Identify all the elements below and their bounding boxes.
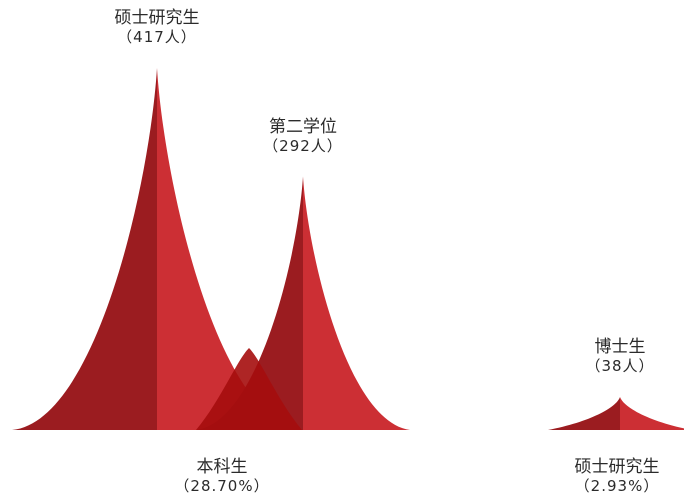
group-share-undergraduate: （28.70%） <box>174 477 270 496</box>
peak-master <box>12 68 302 430</box>
group-name-master: 硕士研究生 <box>574 457 660 477</box>
peak-value-second-degree: （292人） <box>263 136 343 155</box>
peak-name-doctoral: 博士生 <box>594 337 646 357</box>
peak-master-right-face <box>157 68 302 430</box>
group-label-master: 硕士研究生 （2.93%） <box>575 457 660 495</box>
peak-label-master: 硕士研究生 （417人） <box>115 8 200 46</box>
peak-name-master: 硕士研究生 <box>114 8 200 28</box>
peak-value-doctoral: （38人） <box>585 357 655 376</box>
peak-second-degree-left-face <box>196 176 303 430</box>
peak-second-degree-right-face <box>303 176 410 430</box>
group-label-undergraduate: 本科生 （28.70%） <box>174 457 269 495</box>
group-name-undergraduate: 本科生 <box>196 457 248 477</box>
peak-doctoral-right-face <box>620 397 684 430</box>
peak-label-second-degree: 第二学位 （292人） <box>263 117 343 155</box>
peak-doctoral-left-face <box>548 397 620 430</box>
peak-value-master: （417人） <box>117 28 197 47</box>
peak-name-second-degree: 第二学位 <box>268 116 337 137</box>
peak-master-left-face <box>12 68 157 430</box>
peak-second-degree <box>196 176 410 430</box>
peak-overlap <box>196 348 302 430</box>
group-share-master: （2.93%） <box>574 477 660 496</box>
peak-doctoral <box>548 397 684 430</box>
peak-label-doctoral: 博士生 （38人） <box>585 337 654 375</box>
